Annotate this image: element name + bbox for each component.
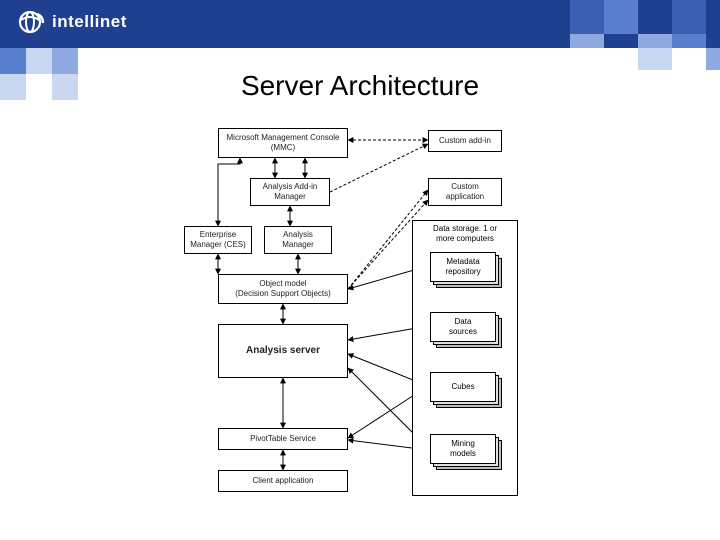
decorative-square [638, 48, 672, 70]
node-pivot: PivotTable Service [218, 428, 348, 450]
decorative-square [706, 48, 720, 70]
brand-text: intellinet [52, 12, 127, 32]
page-title: Server Architecture [0, 70, 720, 102]
node-cust_app: Customapplication [428, 178, 502, 206]
node-ana_server: Analysis server [218, 324, 348, 378]
stack-src: Datasources [430, 312, 496, 342]
stack-meta: Metadatarepository [430, 252, 496, 282]
node-mmc: Microsoft Management Console(MMC) [218, 128, 348, 158]
node-addin_mgr: Analysis Add-inManager [250, 178, 330, 206]
architecture-diagram: Data storage. 1 ormore computers Metadata… [180, 120, 600, 520]
node-ent_mgr: EnterpriseManager (CES) [184, 226, 252, 254]
decorative-square [672, 0, 706, 34]
stack-cubes: Cubes [430, 372, 496, 402]
node-client: Client application [218, 470, 348, 492]
node-obj_model: Object model(Decision Support Objects) [218, 274, 348, 304]
decorative-square [672, 34, 706, 48]
decorative-square [570, 34, 604, 48]
container-label: Data storage. 1 ormore computers [413, 221, 517, 246]
arrows-layer [180, 120, 600, 520]
globe-icon [18, 10, 46, 34]
node-ana_mgr: AnalysisManager [264, 226, 332, 254]
decorative-square [604, 0, 638, 34]
decorative-square [638, 34, 672, 48]
brand-logo: intellinet [18, 10, 127, 34]
node-cust_addin: Custom add-in [428, 130, 502, 152]
decorative-square [570, 0, 604, 34]
stack-mining: Miningmodels [430, 434, 496, 464]
